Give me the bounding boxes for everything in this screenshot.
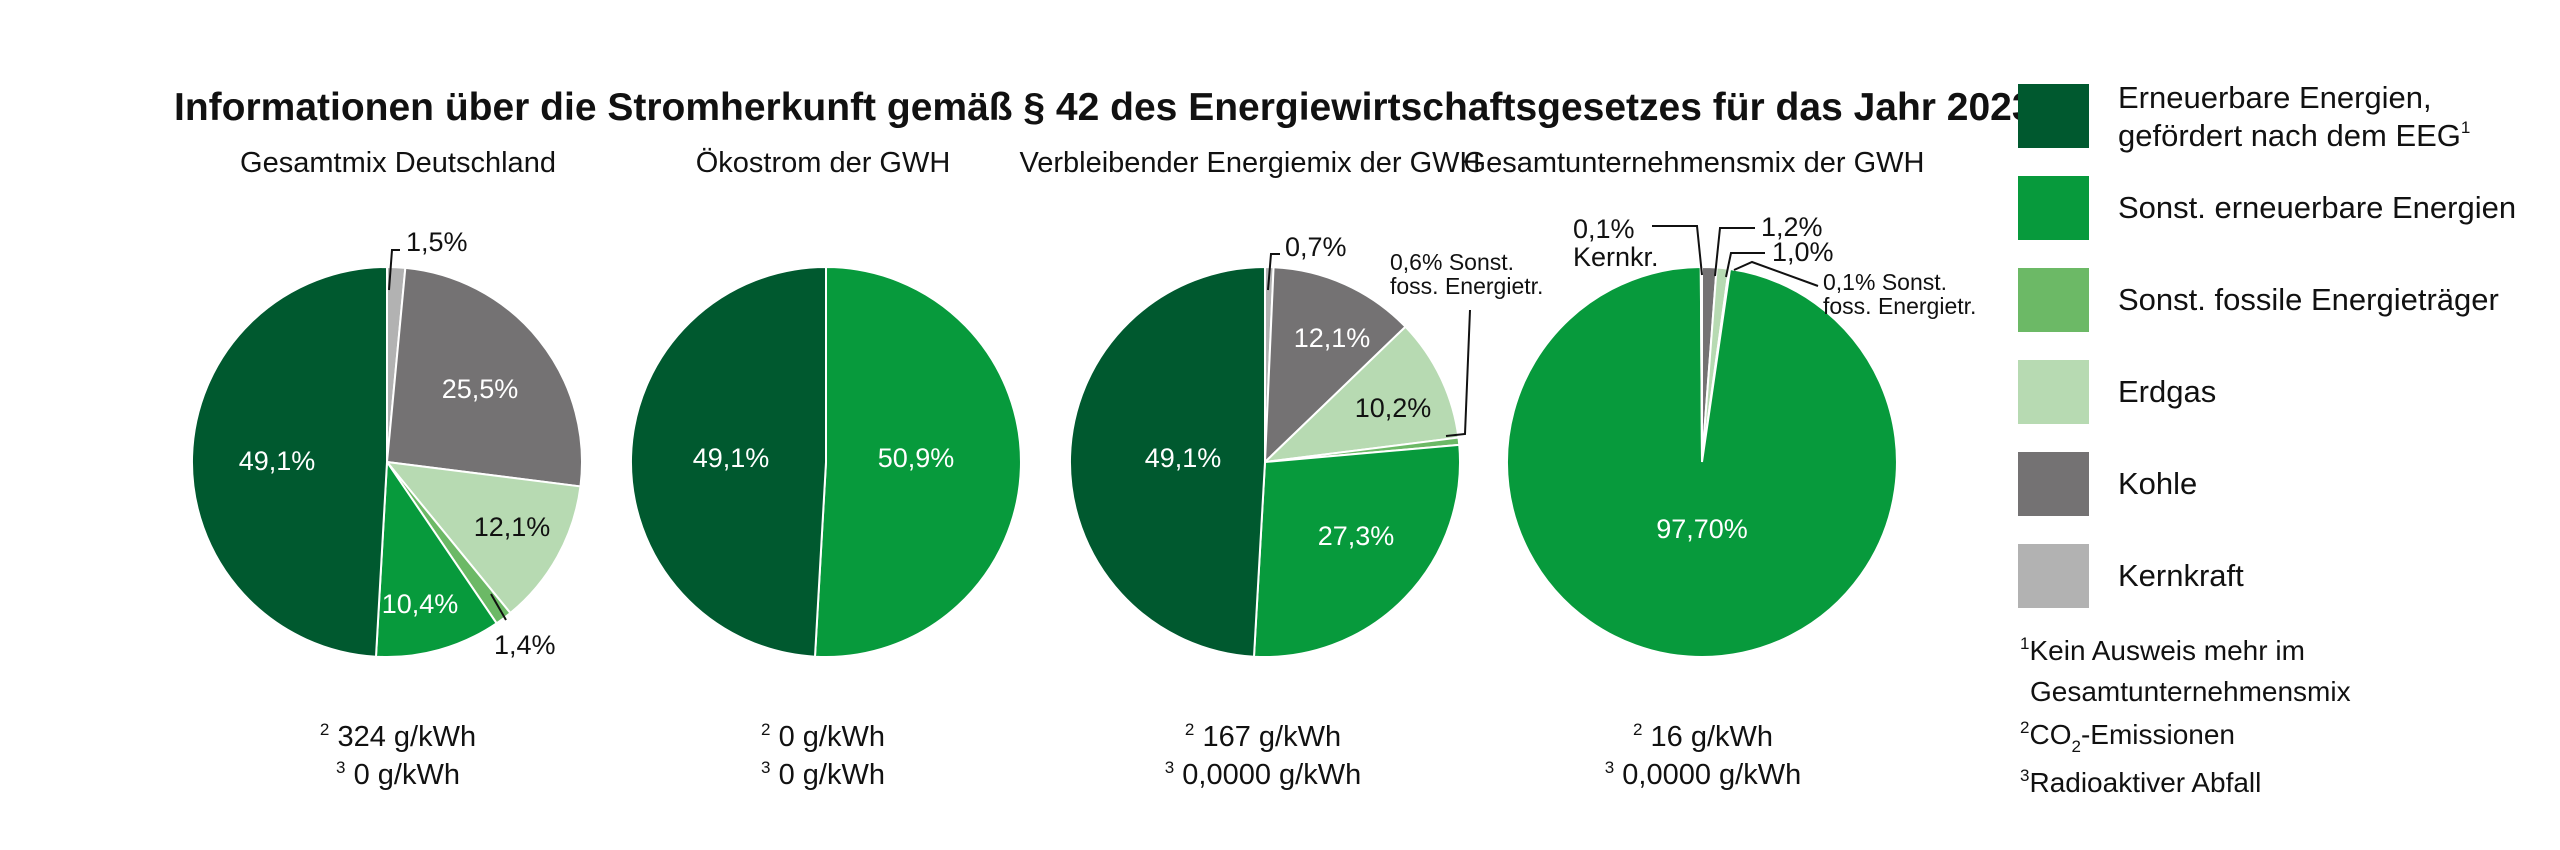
data-label-kernkraft: 0,7% (1285, 232, 1347, 262)
data-label-kernkraft: 0,1% Kernkr. (1573, 214, 1659, 272)
chart-title: Gesamtunternehmensmix der GWH (1464, 147, 1925, 179)
main-title: Informationen über die Stromherkunft gem… (174, 86, 2034, 129)
leader-line (1445, 309, 1471, 437)
leader-line (1267, 253, 1280, 291)
data-label-sonst-erneuerbare-energien: 97,70% (1656, 514, 1748, 544)
data-label-kohle: 25,5% (442, 374, 519, 404)
legend: Erneuerbare Energien, gefördert nach dem … (2018, 80, 2516, 798)
slice-kohle (385, 266, 583, 488)
legend-label: Sonst. fossile Energieträger (2118, 282, 2499, 317)
legend-swatch (2018, 544, 2089, 608)
legend-label: Erneuerbare Energien, gefördert nach dem … (2118, 80, 2470, 153)
data-label-kernkraft: 1,5% (406, 227, 468, 257)
legend-swatch (2018, 176, 2089, 240)
data-label-kohle: 12,1% (1294, 323, 1371, 353)
legend-item-kernkraft: Kernkraft (2018, 544, 2244, 608)
legend-note-2: 2CO2-Emissionen (2020, 718, 2235, 756)
legend-item-erneuerbare-energien: Erneuerbare Energien, gefördert nach dem … (2018, 80, 2470, 153)
footnote-co2: 2 167 g/kWh (1185, 720, 1341, 753)
legend-item-kohle: Kohle (2018, 452, 2197, 516)
leader-line (1714, 227, 1755, 277)
data-label-sonst-fossile-energietraeger: 1,4% (494, 630, 556, 660)
pie-chart-1: Gesamtmix Deutschland 1,5% 25,5% 12,1% 1,4% 1… (191, 147, 583, 791)
slice-sonst-erneuerbare-energien (1252, 443, 1461, 659)
data-label-erdgas: 10,2% (1355, 393, 1432, 423)
footnote-co2: 2 16 g/kWh (1633, 720, 1773, 753)
slice-erdgas (1262, 325, 1460, 464)
data-label-sonst-fossile-energietraeger: 0,6% Sonst. foss. Energietr. (1390, 249, 1543, 299)
pie-chart-2: Ökostrom der GWH 50,9% 49,1% 2 0 g/kWh 3 0 g… (630, 147, 1022, 791)
data-label-erdgas: 1,0% (1772, 237, 1834, 267)
chart-title: Verbleibender Energiemix der GWH (1020, 147, 1481, 179)
chart-title: Ökostrom der GWH (696, 147, 951, 179)
pie-chart-4: Gesamtunternehmensmix der GWH1,2%1,0%0,1… (1464, 147, 1977, 791)
slice-sonst-erneuerbare-energien (374, 458, 498, 659)
data-label-sonst-erneuerbare-energien: 27,3% (1318, 521, 1395, 551)
slice-kohle (1263, 266, 1407, 465)
legend-label: Kernkraft (2118, 558, 2244, 593)
data-label-kohle: 1,2% (1761, 212, 1823, 242)
pie-chart-3: Verbleibender Energiemix der GWH 0,7% 12,1… (1020, 147, 1544, 791)
legend-item-sonst-fossile-energietraeger: Sonst. fossile Energieträger (2018, 268, 2499, 332)
legend-swatch (2018, 84, 2089, 148)
legend-item-erdgas: Erdgas (2018, 360, 2216, 424)
leader-line (1652, 225, 1703, 276)
data-label-sonst-erneuerbare-energien: 10,4% (382, 589, 459, 619)
leader-line (490, 593, 507, 621)
legend-swatch (2018, 268, 2089, 332)
slice-sonst-erneuerbare-energien (813, 265, 1022, 658)
footnote-co2: 2 324 g/kWh (320, 720, 476, 753)
footnote-waste: 3 0 g/kWh (336, 758, 460, 791)
legend-swatch (2018, 452, 2089, 516)
slice-erdgas (384, 460, 582, 615)
slice-erneuerbare-energien-gefoerdert-nach-dem-eeg (1069, 265, 1266, 658)
legend-label: Erdgas (2118, 374, 2216, 409)
data-label-sonst-erneuerbare-energien: 50,9% (878, 443, 955, 473)
legend-label: Kohle (2118, 466, 2197, 501)
legend-note-3: 3Radioaktiver Abfall (2020, 766, 2261, 798)
leader-line (1733, 260, 1819, 287)
slice-erneuerbare-energien-gefoerdert-nach-dem-eeg (630, 265, 827, 658)
footnote-waste: 3 0,0000 g/kWh (1165, 758, 1361, 791)
legend-label: Sonst. erneuerbare Energien (2118, 190, 2516, 225)
data-label-erdgas: 12,1% (474, 512, 551, 542)
pie-charts: Gesamtmix Deutschland 1,5% 25,5% 12,1% 1,4% 1… (191, 147, 1977, 791)
data-label-erneuerbare-energien-gefoerdert-nach-dem-eeg: 49,1% (693, 443, 770, 473)
data-label-erneuerbare-energien-gefoerdert-nach-dem-eeg: 49,1% (1145, 443, 1222, 473)
legend-item-sonst-erneuerbare-energien: Sonst. erneuerbare Energien (2018, 176, 2516, 240)
leader-line (1725, 252, 1765, 278)
chart-title: Gesamtmix Deutschland (240, 147, 556, 179)
leader-line (388, 249, 400, 291)
slice-erneuerbare-energien-gefoerdert-nach-dem-eeg (191, 265, 388, 658)
footnote-co2: 2 0 g/kWh (761, 720, 885, 753)
legend-note-1: 1Kein Ausweis mehr im Gesamtunternehmensm… (2020, 634, 2351, 707)
data-label-sonst-fossile-energietraeger: 0,1% Sonst. foss. Energietr. (1823, 269, 1976, 319)
slice-kernkraft (1699, 265, 1703, 463)
legend-swatch (2018, 360, 2089, 424)
data-label-erneuerbare-energien-gefoerdert-nach-dem-eeg: 49,1% (239, 446, 316, 476)
footnote-waste: 3 0,0000 g/kWh (1605, 758, 1801, 791)
footnote-waste: 3 0 g/kWh (761, 758, 885, 791)
